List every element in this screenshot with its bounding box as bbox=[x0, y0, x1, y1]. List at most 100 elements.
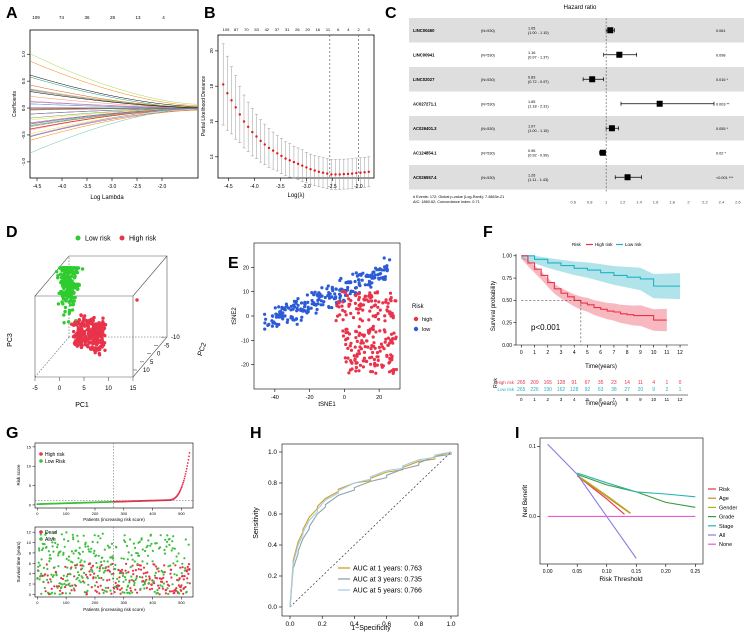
tsne-point-low bbox=[369, 285, 373, 289]
survival-point bbox=[65, 584, 68, 587]
risk-table-tick-label: 7 bbox=[613, 397, 616, 402]
tsne-point-high bbox=[356, 307, 360, 311]
top-count-label: 0 bbox=[368, 27, 371, 32]
survival-point bbox=[142, 566, 146, 569]
survival-point bbox=[46, 578, 49, 581]
tsne-point-low bbox=[348, 292, 352, 296]
y-tick-label: 10 bbox=[27, 540, 32, 545]
pca-point-high-risk bbox=[83, 343, 88, 347]
survival-point bbox=[186, 565, 189, 569]
survival-point bbox=[106, 579, 109, 582]
tsne-point-low bbox=[322, 300, 326, 304]
survival-point bbox=[47, 550, 50, 553]
survival-point bbox=[118, 584, 121, 587]
tsne-point-high bbox=[377, 317, 381, 321]
tsne-point-high bbox=[369, 370, 373, 374]
survival-point bbox=[151, 560, 154, 563]
survival-point bbox=[72, 587, 75, 590]
tsne-point-high bbox=[361, 359, 365, 363]
survival-point bbox=[41, 548, 44, 552]
survival-point bbox=[115, 546, 118, 549]
forest-gene-label: AC026557.4 bbox=[413, 175, 437, 180]
y-tick-label: 4 bbox=[29, 571, 32, 576]
survival-point bbox=[158, 593, 161, 596]
tsne-point-high bbox=[392, 331, 396, 335]
survival-point bbox=[90, 566, 93, 569]
deviance-point bbox=[276, 152, 279, 155]
legend-marker-g-dead bbox=[39, 530, 43, 534]
risk-table-count: 9 bbox=[652, 387, 655, 393]
tsne-point-high bbox=[393, 299, 397, 303]
top-count-label: 13 bbox=[135, 15, 141, 20]
tsne-point-high bbox=[337, 305, 341, 309]
forest-pvalue-label: 0.003 ** bbox=[716, 102, 730, 106]
tsne-point-low bbox=[274, 315, 279, 319]
survival-point bbox=[55, 574, 58, 577]
survival-point bbox=[129, 587, 132, 590]
tsne-point-high bbox=[388, 341, 392, 345]
coefficient-path bbox=[29, 109, 199, 137]
panel-a-paths bbox=[29, 53, 199, 154]
tsne-point-low bbox=[331, 289, 335, 293]
survival-point bbox=[131, 569, 135, 572]
x-tick-label: -3.5 bbox=[83, 184, 92, 190]
x-tick-label: 0.25 bbox=[690, 569, 700, 575]
roc-legend-label: AUC at 1 years: 0.763 bbox=[353, 566, 422, 573]
tsne-point-low bbox=[338, 294, 343, 298]
pca-point-high-risk bbox=[93, 346, 98, 350]
survival-point bbox=[124, 569, 127, 572]
survival-point bbox=[99, 560, 103, 564]
tsne-point-high bbox=[387, 370, 392, 374]
x-tick-label: 10 bbox=[651, 350, 657, 356]
survival-point bbox=[95, 581, 98, 584]
tsne-point-high bbox=[341, 318, 345, 322]
x-tick-label: 0.4 bbox=[350, 621, 359, 628]
y-tick-label: 0.1 bbox=[529, 444, 536, 450]
survival-point bbox=[101, 567, 105, 570]
survival-point bbox=[129, 589, 133, 592]
survival-point bbox=[69, 573, 72, 576]
coefficient-path bbox=[29, 107, 199, 154]
survival-point bbox=[54, 531, 57, 534]
pca-point-low-risk bbox=[64, 297, 69, 301]
tsne-point-high bbox=[381, 301, 385, 305]
tsne-point-high bbox=[391, 341, 395, 345]
risk-score-point bbox=[179, 489, 182, 492]
survival-point bbox=[92, 576, 95, 579]
dca-curve bbox=[577, 472, 696, 498]
survival-point bbox=[102, 591, 105, 595]
tsne-point-high bbox=[354, 369, 358, 373]
pca-point-high-risk bbox=[135, 298, 139, 302]
risk-table-count: 38 bbox=[611, 387, 617, 393]
survival-point bbox=[74, 584, 77, 587]
forest-n-label: (N=530) bbox=[481, 102, 496, 106]
tsne-point-low bbox=[305, 293, 309, 297]
pca-point-high-risk bbox=[80, 327, 84, 332]
survival-point bbox=[64, 565, 67, 568]
forest-n-label: (N=530) bbox=[481, 29, 496, 33]
tsne-point-low bbox=[289, 316, 293, 320]
tsne-point-low bbox=[367, 274, 371, 278]
x-tick-label: -40 bbox=[271, 395, 279, 401]
forest-n-label: (N=530) bbox=[481, 53, 496, 57]
risk-table-count: 14 bbox=[624, 380, 630, 386]
tsne-point-high bbox=[364, 359, 368, 363]
top-count-label: 26 bbox=[295, 27, 300, 32]
survival-point bbox=[45, 546, 48, 549]
y-tick-label: 8 bbox=[29, 550, 32, 555]
survival-point bbox=[65, 557, 68, 561]
risk-table-count: 265 bbox=[517, 387, 526, 393]
survival-point bbox=[125, 562, 128, 566]
survival-point bbox=[146, 571, 149, 574]
survival-point bbox=[101, 588, 104, 591]
survival-point bbox=[122, 557, 125, 560]
survival-point bbox=[52, 550, 55, 553]
panel-label-d: D bbox=[6, 224, 18, 241]
tsne-point-high bbox=[373, 315, 378, 319]
tsne-point-low bbox=[289, 308, 293, 312]
survival-point bbox=[130, 578, 133, 582]
tsne-point-high bbox=[373, 364, 377, 368]
x-tick-label: 100 bbox=[63, 511, 70, 516]
survival-point bbox=[46, 567, 49, 571]
forest-x-tick-label: 2.6 bbox=[735, 200, 741, 205]
